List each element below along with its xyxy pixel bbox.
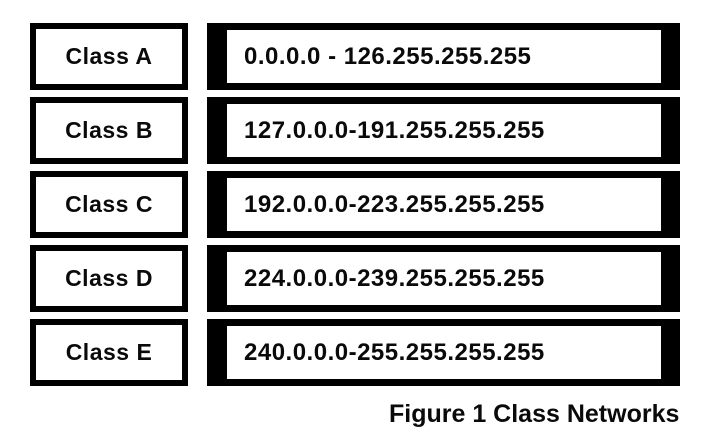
class-label: Class B bbox=[65, 117, 153, 143]
ip-range-inner: 0.0.0.0 - 126.255.255.255 bbox=[227, 30, 661, 83]
ip-range-inner: 240.0.0.0-255.255.255.255 bbox=[227, 326, 661, 379]
class-label: Class D bbox=[65, 265, 153, 291]
class-row: Class A 0.0.0.0 - 126.255.255.255 bbox=[30, 23, 680, 90]
ip-range-inner: 224.0.0.0-239.255.255.255 bbox=[227, 252, 661, 305]
ip-range-value: 127.0.0.0-191.255.255.255 bbox=[244, 116, 545, 144]
class-row: Class E 240.0.0.0-255.255.255.255 bbox=[30, 319, 680, 386]
class-label-box: Class E bbox=[30, 319, 188, 386]
figure-caption: Figure 1 Class Networks bbox=[389, 400, 680, 428]
ip-range-box: 0.0.0.0 - 126.255.255.255 bbox=[207, 23, 680, 90]
class-table: Class A 0.0.0.0 - 126.255.255.255 Class … bbox=[30, 23, 680, 386]
ip-range-value: 224.0.0.0-239.255.255.255 bbox=[244, 264, 545, 292]
class-row: Class B 127.0.0.0-191.255.255.255 bbox=[30, 97, 680, 164]
class-label: Class C bbox=[65, 191, 153, 217]
class-label: Class A bbox=[65, 43, 153, 69]
class-label: Class E bbox=[65, 339, 153, 365]
ip-range-value: 0.0.0.0 - 126.255.255.255 bbox=[244, 42, 532, 70]
ip-range-value: 240.0.0.0-255.255.255.255 bbox=[244, 338, 545, 366]
class-label-box: Class A bbox=[30, 23, 188, 90]
ip-range-value: 192.0.0.0-223.255.255.255 bbox=[244, 190, 545, 218]
class-label-box: Class C bbox=[30, 171, 188, 238]
class-row: Class D 224.0.0.0-239.255.255.255 bbox=[30, 245, 680, 312]
ip-range-inner: 127.0.0.0-191.255.255.255 bbox=[227, 104, 661, 157]
ip-range-box: 240.0.0.0-255.255.255.255 bbox=[207, 319, 680, 386]
ip-range-box: 127.0.0.0-191.255.255.255 bbox=[207, 97, 680, 164]
class-label-box: Class B bbox=[30, 97, 188, 164]
ip-range-inner: 192.0.0.0-223.255.255.255 bbox=[227, 178, 661, 231]
class-label-box: Class D bbox=[30, 245, 188, 312]
ip-range-box: 192.0.0.0-223.255.255.255 bbox=[207, 171, 680, 238]
class-row: Class C 192.0.0.0-223.255.255.255 bbox=[30, 171, 680, 238]
ip-range-box: 224.0.0.0-239.255.255.255 bbox=[207, 245, 680, 312]
